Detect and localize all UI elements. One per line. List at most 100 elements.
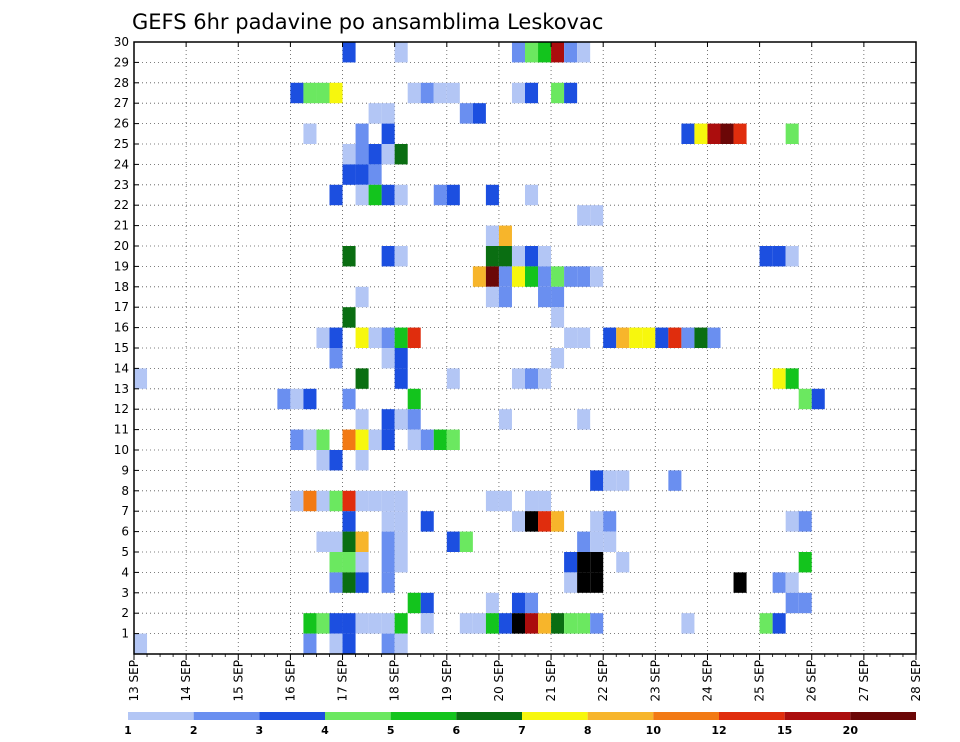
precip-cell <box>316 82 330 104</box>
precip-cell <box>394 552 408 573</box>
x-axis-ticks: 13 SEP 14 SEP 15 SEP 16 SEP 17 SEP 18 SEP 19 S… <box>127 42 923 702</box>
precip-cell <box>590 572 604 593</box>
precip-cell <box>525 82 539 104</box>
precip-cell <box>785 511 799 532</box>
precip-cell <box>603 531 617 552</box>
precip-cell <box>707 123 721 144</box>
precip-cell <box>394 368 408 389</box>
precip-cell <box>577 409 591 430</box>
precip-cell <box>394 327 408 348</box>
precip-cell <box>538 286 552 308</box>
precip-cell <box>525 511 539 532</box>
precip-cell <box>590 470 604 491</box>
colorbar-label: 3 <box>256 724 264 737</box>
precip-cell <box>577 552 591 573</box>
precip-cell <box>590 205 604 226</box>
precip-cell <box>498 225 512 246</box>
precip-cell <box>472 266 486 287</box>
y-tick-label: 20 <box>114 239 129 253</box>
precip-cell <box>511 368 525 389</box>
precip-cell <box>655 327 669 348</box>
y-tick-label: 30 <box>114 35 129 49</box>
precip-cell <box>668 327 682 348</box>
precip-cell <box>355 286 369 308</box>
precip-cell <box>681 613 695 634</box>
precip-cell <box>342 613 356 634</box>
colorbar-swatch <box>193 712 260 720</box>
colorbar-swatch <box>522 712 588 720</box>
precip-cell <box>577 613 591 634</box>
precip-cell <box>525 490 539 512</box>
precip-cell <box>329 490 343 512</box>
precip-cell <box>329 613 343 634</box>
precip-cell <box>381 572 395 593</box>
precip-cell <box>290 82 304 104</box>
y-tick-label: 23 <box>114 178 129 192</box>
precip-cell <box>394 246 408 267</box>
x-tick-label: 28 SEP <box>909 660 923 702</box>
precip-cell <box>290 388 304 410</box>
colorbar-swatch <box>719 712 785 720</box>
precip-cell <box>798 592 812 614</box>
precip-cell <box>316 490 330 512</box>
precip-cell <box>538 368 552 389</box>
precip-cell <box>381 246 395 267</box>
y-tick-label: 13 <box>114 382 129 396</box>
precip-cell <box>407 409 421 430</box>
precip-cell <box>342 42 356 63</box>
precip-cell <box>355 429 369 450</box>
precip-cell <box>525 184 539 206</box>
y-tick-label: 10 <box>114 443 129 457</box>
precip-cell <box>551 266 565 287</box>
colorbar-swatch <box>259 712 325 720</box>
precip-cell <box>394 531 408 552</box>
precip-cell <box>590 613 604 634</box>
precip-cell <box>381 348 395 369</box>
precip-cell <box>459 613 473 634</box>
precip-cell <box>538 490 552 512</box>
precip-cell <box>134 368 148 389</box>
precip-cell <box>394 42 408 63</box>
precip-cell <box>420 613 434 634</box>
precip-cell <box>394 144 408 165</box>
precip-cell <box>342 144 356 165</box>
colorbar-label: 12 <box>711 724 726 737</box>
precip-cell <box>798 388 812 410</box>
y-tick-label: 8 <box>121 484 129 498</box>
precip-cell <box>329 633 343 654</box>
precip-cell <box>798 511 812 532</box>
precip-cell <box>355 450 369 471</box>
y-tick-label: 22 <box>114 198 129 212</box>
precip-cell <box>785 123 799 144</box>
precip-cell <box>355 184 369 206</box>
y-tick-label: 6 <box>121 525 129 539</box>
precip-cell <box>303 388 317 410</box>
precip-cell <box>342 429 356 450</box>
precip-cell <box>381 531 395 552</box>
precip-cell <box>342 511 356 532</box>
precip-cell <box>394 348 408 369</box>
precip-cell <box>381 123 395 144</box>
precip-cell <box>785 246 799 267</box>
x-tick-label: 24 SEP <box>700 660 714 702</box>
y-tick-label: 26 <box>114 117 129 131</box>
colorbar-swatch <box>325 712 391 720</box>
precip-cell <box>433 429 447 450</box>
precip-cell <box>303 633 317 654</box>
precip-cell <box>394 511 408 532</box>
precip-cell <box>785 592 799 614</box>
precip-cell <box>577 572 591 593</box>
precip-cell <box>407 429 421 450</box>
y-tick-label: 1 <box>121 627 129 641</box>
precip-cell <box>355 613 369 634</box>
precip-cell <box>603 511 617 532</box>
precip-cell <box>446 82 460 104</box>
precip-cell <box>733 123 747 144</box>
precip-cell <box>368 164 382 185</box>
y-tick-label: 15 <box>114 341 129 355</box>
precip-cell <box>564 613 578 634</box>
colorbar-swatch <box>390 712 457 720</box>
colorbar-swatch <box>653 712 719 720</box>
y-tick-label: 9 <box>121 463 129 477</box>
